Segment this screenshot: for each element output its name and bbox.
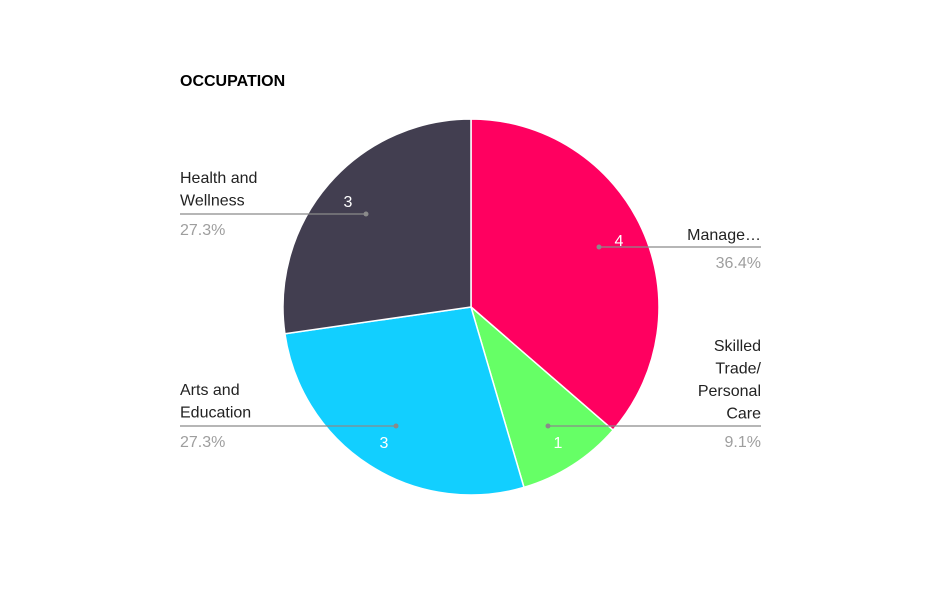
slice-label: Manage…	[687, 227, 761, 244]
slice-manage[interactable]	[470, 118, 660, 432]
slice-label: Health and	[180, 170, 257, 187]
leader-dot	[545, 423, 551, 429]
value-label: 4	[615, 233, 624, 250]
slice-label: Trade/	[715, 361, 761, 378]
slice-skilled-trade-personal-care[interactable]	[469, 304, 615, 489]
leader-dot	[363, 211, 369, 217]
slice-label: Skilled	[714, 338, 761, 355]
percent-label: 27.3%	[180, 222, 225, 239]
slice-label: Care	[726, 406, 761, 423]
percent-label: 36.4%	[716, 255, 761, 272]
slice-health-and-wellness[interactable]	[282, 118, 472, 335]
value-label: 3	[380, 435, 389, 452]
value-label: 3	[344, 194, 353, 211]
leader-dot	[596, 244, 602, 250]
value-label: 1	[554, 435, 563, 452]
slice-label: Education	[180, 405, 251, 422]
percent-label: 9.1%	[725, 434, 761, 451]
slice-arts-and-education[interactable]	[284, 306, 525, 496]
slice-label: Arts and	[180, 382, 240, 399]
leader-dot	[393, 423, 399, 429]
slice-label: Personal	[698, 383, 761, 400]
slice-label: Wellness	[180, 193, 245, 210]
percent-label: 27.3%	[180, 434, 225, 451]
chart-title: OCCUPATION	[180, 73, 285, 90]
